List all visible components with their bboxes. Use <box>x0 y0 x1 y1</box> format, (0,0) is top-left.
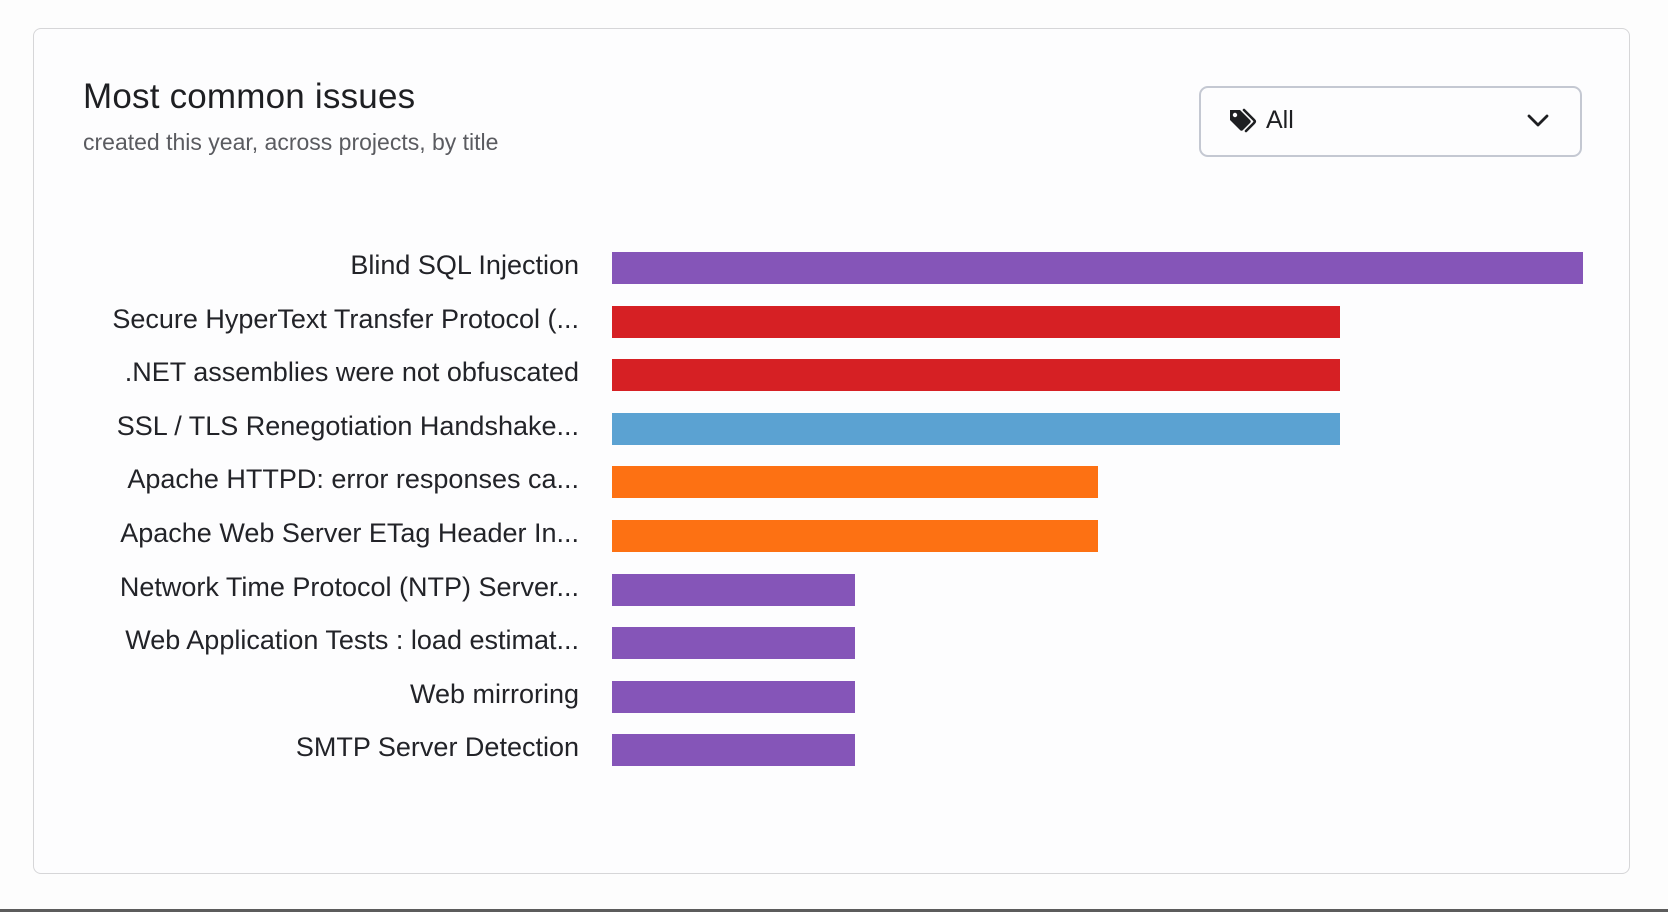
chart-row: Apache Web Server ETag Header In... <box>34 518 1629 552</box>
bottom-divider <box>0 909 1668 912</box>
bar-label: SSL / TLS Renegotiation Handshake... <box>116 410 579 441</box>
chart-row: .NET assemblies were not obfuscated <box>34 357 1629 392</box>
tag-filter-dropdown[interactable]: All <box>1199 86 1582 157</box>
chart-row: Secure HyperText Transfer Protocol (... <box>34 303 1629 338</box>
bar[interactable] <box>612 627 855 660</box>
card-title: Most common issues <box>83 77 416 116</box>
bar[interactable] <box>612 252 1583 284</box>
card-subtitle: created this year, across projects, by t… <box>83 129 499 155</box>
bar-label: Apache HTTPD: error responses ca... <box>127 464 579 495</box>
bar-label: Secure HyperText Transfer Protocol (... <box>112 303 579 334</box>
bar-label: Blind SQL Injection <box>350 250 579 280</box>
bar[interactable] <box>612 734 855 767</box>
chart-row: Apache HTTPD: error responses ca... <box>34 464 1629 499</box>
chart-row: SMTP Server Detection <box>34 732 1629 767</box>
bar[interactable] <box>612 680 855 713</box>
bar-label: Network Time Protocol (NTP) Server... <box>119 571 579 602</box>
chart-row: SSL / TLS Renegotiation Handshake... <box>34 410 1629 445</box>
most-common-issues-card: Most common issues created this year, ac… <box>33 28 1630 874</box>
bar-label: .NET assemblies were not obfuscated <box>124 357 579 388</box>
bar-label: Web Application Tests : load estimat... <box>125 625 579 656</box>
tags-icon <box>1230 108 1257 133</box>
bar[interactable] <box>612 305 1341 338</box>
bar[interactable] <box>612 573 855 606</box>
selected-filter-value: All <box>1266 106 1294 134</box>
bar[interactable] <box>612 359 1341 392</box>
bar[interactable] <box>612 466 1098 499</box>
chart-row: Blind SQL Injection <box>34 250 1629 284</box>
bar[interactable] <box>612 520 1098 552</box>
bar-label: SMTP Server Detection <box>295 732 579 763</box>
chart-row: Web mirroring <box>34 678 1629 713</box>
bar-label: Web mirroring <box>409 678 579 709</box>
bar-label: Apache Web Server ETag Header In... <box>120 518 579 548</box>
chevron-down-icon <box>1527 114 1549 127</box>
bar[interactable] <box>612 412 1341 445</box>
chart-row: Network Time Protocol (NTP) Server... <box>34 571 1629 606</box>
chart-row: Web Application Tests : load estimat... <box>34 625 1629 660</box>
issues-bar-chart: Blind SQL Injection Secure HyperText Tran… <box>34 29 1629 873</box>
